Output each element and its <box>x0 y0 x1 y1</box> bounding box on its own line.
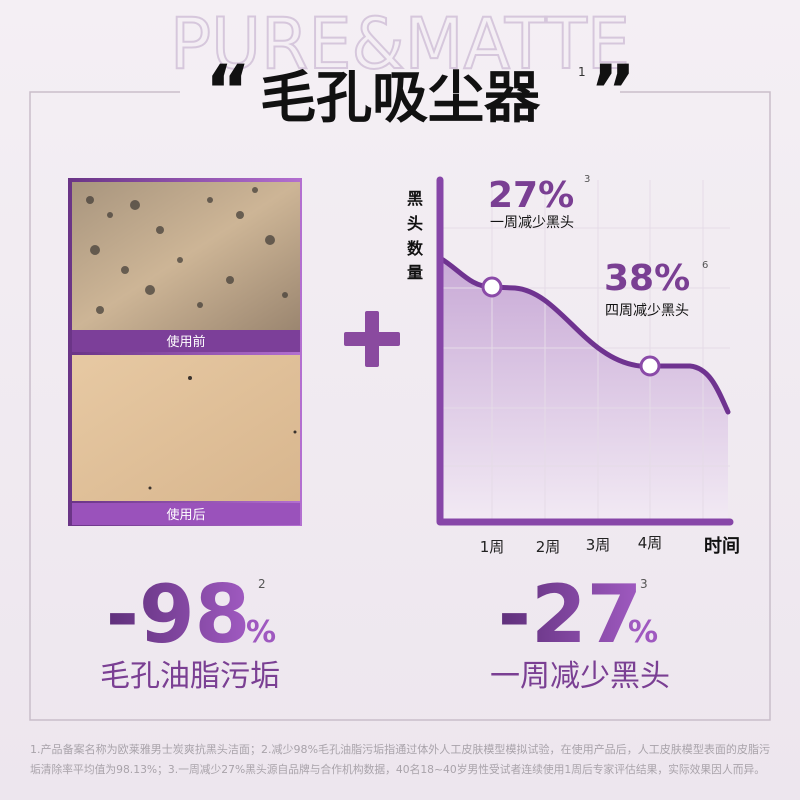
before-photo <box>72 182 300 330</box>
title-note: 1 <box>578 65 586 79</box>
stat-unit: % <box>628 615 658 650</box>
footnote: 垢清除率平均值为98.13%；3.一周减少27%黑头源自品牌与合作机构数据，40… <box>30 762 765 776</box>
y-label: 头 <box>407 214 423 233</box>
plus <box>344 311 400 367</box>
after-label: 使用后 <box>166 507 205 523</box>
callout-text: 四周减少黑头 <box>605 303 689 319</box>
close-quote: ” <box>590 50 636 132</box>
open-quote: “ <box>205 50 251 132</box>
x-tick: 4周 <box>638 534 663 552</box>
title-backdrop <box>180 70 620 120</box>
marker <box>639 355 661 377</box>
x-tick: 3周 <box>586 536 611 554</box>
stat-unit: % <box>246 615 276 650</box>
title: 毛孔吸尘器 <box>260 66 541 131</box>
stat-note: 2 <box>258 577 266 591</box>
axes <box>436 176 734 526</box>
stat-value: -27 <box>498 568 643 661</box>
callout-value: 38% <box>604 258 690 299</box>
before-label: 使用前 <box>166 334 205 350</box>
footnote: 1.产品备案名称为欧莱雅男士炭爽抗黑头洁面；2.减少98%毛孔油脂污垢指通过体外… <box>30 742 770 756</box>
callout-value: 27% <box>488 175 574 216</box>
label-strip <box>72 503 300 525</box>
blackheads <box>86 187 288 314</box>
stat-text: 一周减少黑头 <box>490 659 670 694</box>
grid <box>440 180 730 522</box>
y-label: 量 <box>407 263 423 282</box>
x-tick: 2周 <box>536 538 561 556</box>
callout-text: 一周减少黑头 <box>490 215 574 231</box>
after-photo <box>72 355 300 501</box>
label-strip <box>72 330 300 352</box>
y-label: 数 <box>407 239 424 258</box>
callout-note: 3 <box>584 174 590 185</box>
dots <box>148 376 297 490</box>
area <box>440 258 728 522</box>
curve <box>437 255 731 415</box>
callout-note: 6 <box>702 260 708 271</box>
y-label: 黑 <box>407 189 423 208</box>
x-tick: 1周 <box>480 538 505 556</box>
marker <box>481 276 503 298</box>
x-label: 时间 <box>704 536 740 557</box>
stat-text: 毛孔油脂污垢 <box>100 659 280 694</box>
stat-note: 3 <box>640 577 648 591</box>
stat-value: -98 <box>106 568 251 661</box>
